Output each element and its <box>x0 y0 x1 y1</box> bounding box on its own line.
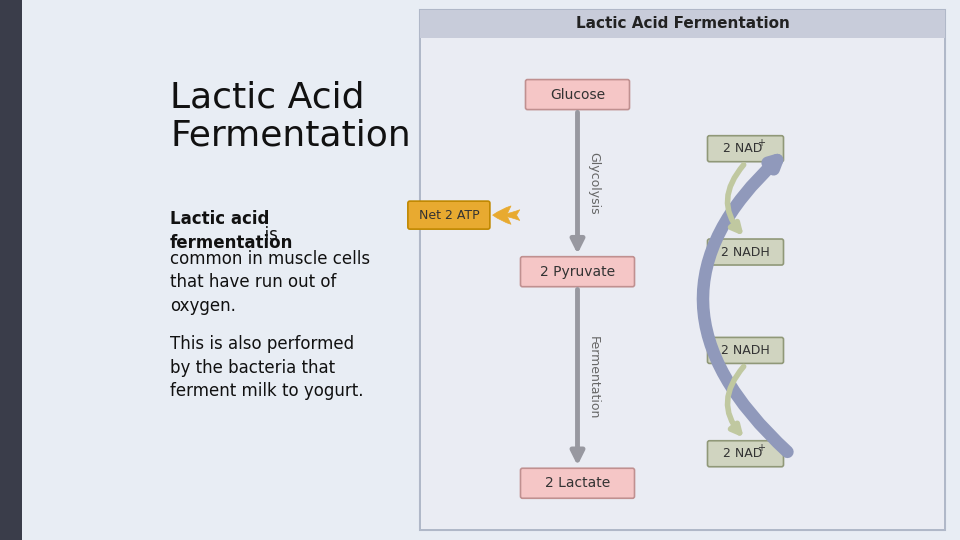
Text: Lactic Acid
Fermentation: Lactic Acid Fermentation <box>170 80 411 152</box>
Text: +: + <box>757 443 765 453</box>
FancyBboxPatch shape <box>0 0 22 540</box>
Text: Lactic Acid Fermentation: Lactic Acid Fermentation <box>576 17 789 31</box>
FancyBboxPatch shape <box>525 79 630 110</box>
Text: 2 Pyruvate: 2 Pyruvate <box>540 265 615 279</box>
Text: Fermentation: Fermentation <box>587 336 600 419</box>
FancyBboxPatch shape <box>420 10 945 530</box>
FancyBboxPatch shape <box>420 10 945 38</box>
Text: +: + <box>757 138 765 147</box>
FancyBboxPatch shape <box>421 38 944 529</box>
Text: is
common in muscle cells
that have run out of
oxygen.: is common in muscle cells that have run … <box>170 226 371 315</box>
Text: Glycolysis: Glycolysis <box>587 152 600 214</box>
Text: 2 NAD: 2 NAD <box>723 447 762 460</box>
Text: Glucose: Glucose <box>550 87 605 102</box>
Text: Lactic acid
fermentation: Lactic acid fermentation <box>170 210 294 252</box>
FancyBboxPatch shape <box>708 441 783 467</box>
FancyBboxPatch shape <box>708 136 783 161</box>
Text: 2 Lactate: 2 Lactate <box>545 476 611 490</box>
FancyBboxPatch shape <box>408 201 490 229</box>
Text: This is also performed
by the bacteria that
ferment milk to yogurt.: This is also performed by the bacteria t… <box>170 335 364 400</box>
Text: 2 NADH: 2 NADH <box>721 246 770 259</box>
FancyBboxPatch shape <box>520 468 635 498</box>
Text: 2 NAD: 2 NAD <box>723 142 762 155</box>
Text: 2 NADH: 2 NADH <box>721 344 770 357</box>
FancyBboxPatch shape <box>708 338 783 363</box>
FancyBboxPatch shape <box>520 256 635 287</box>
FancyBboxPatch shape <box>708 239 783 265</box>
Text: Net 2 ATP: Net 2 ATP <box>419 208 479 221</box>
